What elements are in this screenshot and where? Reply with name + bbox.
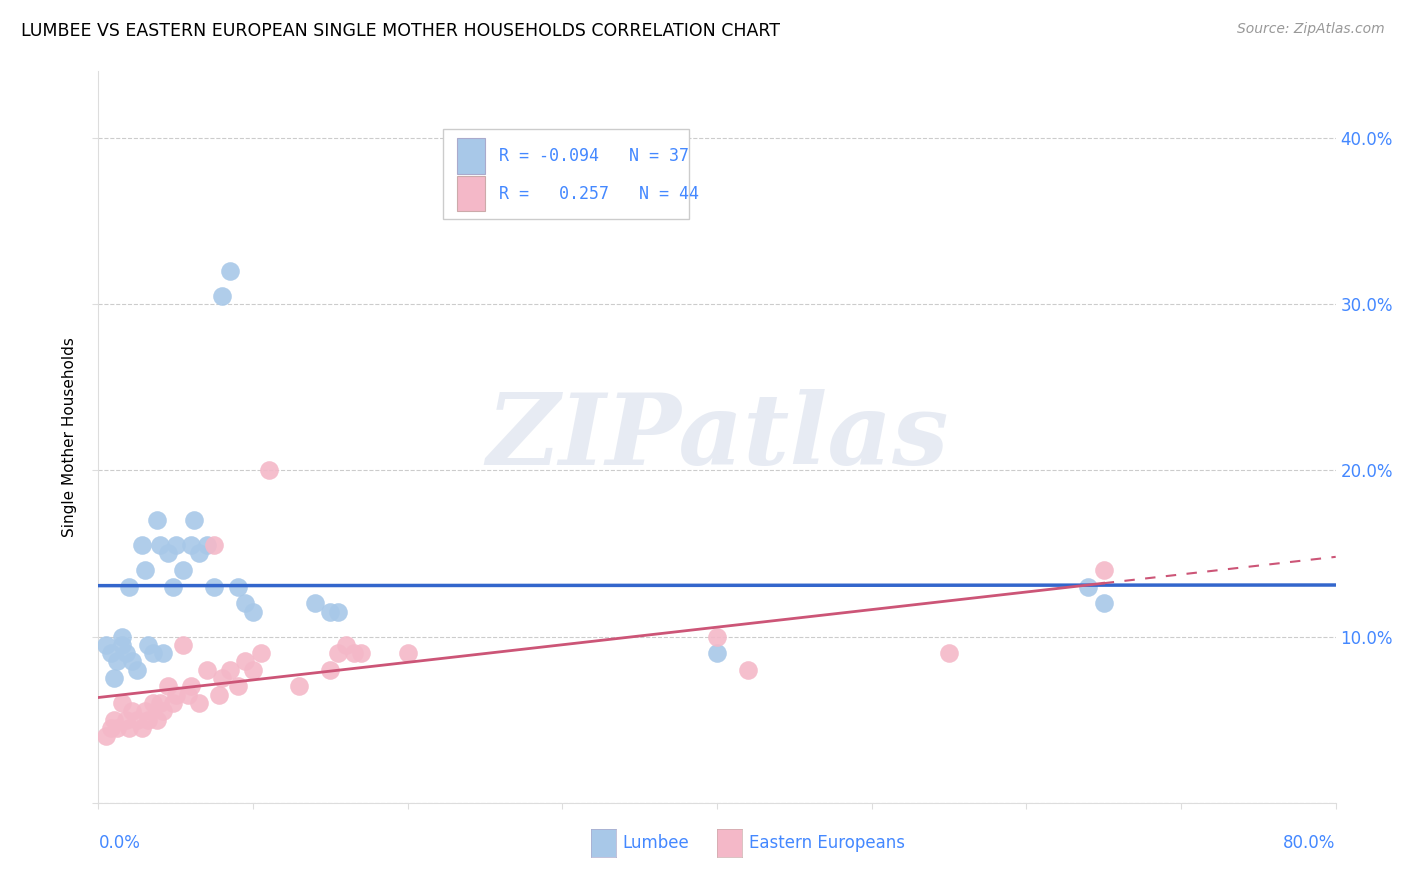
Point [204, 538, 226, 552]
Point [142, 696, 165, 710]
Point [136, 638, 159, 652]
Point [136, 713, 159, 727]
Point [103, 713, 125, 727]
Point [737, 663, 759, 677]
Point [162, 696, 184, 710]
Point [157, 546, 180, 560]
Point [165, 688, 187, 702]
Point [706, 630, 728, 644]
Point [105, 655, 128, 669]
Point [180, 680, 202, 694]
Point [115, 713, 138, 727]
Point [146, 713, 169, 727]
Point [115, 646, 138, 660]
Point [173, 638, 195, 652]
Text: R =   0.257   N = 44: R = 0.257 N = 44 [499, 185, 699, 202]
Point [219, 264, 242, 278]
Point [127, 713, 149, 727]
Point [121, 705, 143, 719]
Text: 0.0%: 0.0% [98, 834, 141, 852]
Point [180, 538, 202, 552]
Point [146, 513, 169, 527]
Point [121, 655, 143, 669]
Point [177, 688, 200, 702]
Point [134, 705, 156, 719]
Point [127, 663, 149, 677]
Text: 80.0%: 80.0% [1284, 834, 1336, 852]
Point [1077, 580, 1099, 594]
Point [96, 638, 118, 652]
Text: R = -0.094   N = 37: R = -0.094 N = 37 [499, 147, 689, 165]
Point [226, 580, 249, 594]
Point [149, 696, 172, 710]
Point [335, 638, 357, 652]
Point [152, 646, 174, 660]
Point [118, 580, 141, 594]
Point [105, 721, 128, 735]
Text: Eastern Europeans: Eastern Europeans [749, 834, 905, 852]
Text: ZIPatlas: ZIPatlas [486, 389, 948, 485]
Point [111, 630, 134, 644]
Text: Lumbee: Lumbee [623, 834, 689, 852]
Point [111, 696, 134, 710]
Point [100, 721, 122, 735]
Point [1092, 596, 1115, 610]
Point [157, 680, 180, 694]
Point [162, 580, 184, 594]
Point [165, 538, 187, 552]
Point [131, 538, 153, 552]
Point [319, 663, 342, 677]
Text: Source: ZipAtlas.com: Source: ZipAtlas.com [1237, 22, 1385, 37]
Point [1092, 563, 1115, 577]
Point [134, 563, 156, 577]
Point [250, 646, 273, 660]
Point [118, 721, 141, 735]
Point [195, 663, 218, 677]
Point [343, 646, 366, 660]
Point [706, 646, 728, 660]
Point [396, 646, 419, 660]
Point [242, 663, 264, 677]
Point [211, 671, 233, 685]
Point [319, 605, 342, 619]
Point [226, 680, 249, 694]
Point [111, 638, 134, 652]
Point [235, 596, 257, 610]
Point [131, 721, 153, 735]
Point [96, 729, 118, 743]
Point [938, 646, 960, 660]
Point [304, 596, 326, 610]
Point [100, 646, 122, 660]
Point [211, 289, 233, 303]
Point [142, 646, 165, 660]
Point [188, 696, 211, 710]
Point [350, 646, 373, 660]
Point [326, 646, 350, 660]
Point [219, 663, 242, 677]
Point [188, 546, 211, 560]
Point [183, 513, 205, 527]
Point [103, 671, 125, 685]
Point [235, 655, 257, 669]
Point [152, 705, 174, 719]
Point [204, 580, 226, 594]
Point [288, 680, 311, 694]
Y-axis label: Single Mother Households: Single Mother Households [62, 337, 77, 537]
Point [257, 463, 280, 477]
Point [149, 538, 172, 552]
Point [208, 688, 231, 702]
Point [195, 538, 218, 552]
Point [326, 605, 350, 619]
Point [173, 563, 195, 577]
Point [242, 605, 264, 619]
Text: LUMBEE VS EASTERN EUROPEAN SINGLE MOTHER HOUSEHOLDS CORRELATION CHART: LUMBEE VS EASTERN EUROPEAN SINGLE MOTHER… [21, 22, 780, 40]
